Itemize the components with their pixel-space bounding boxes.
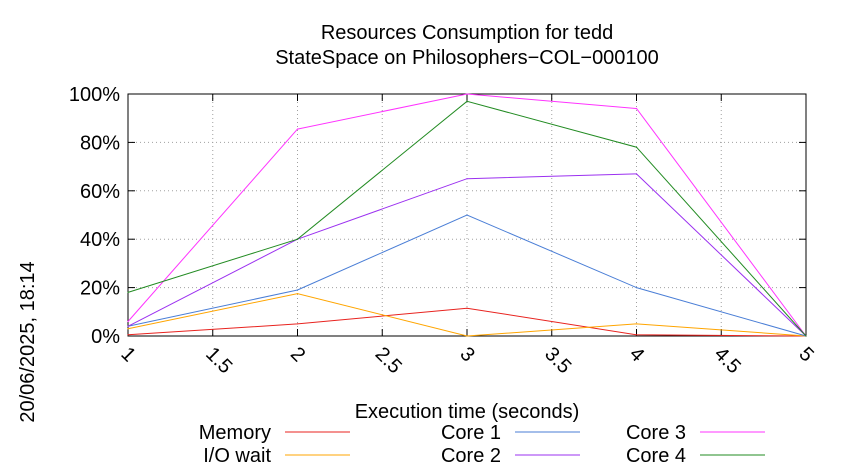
data-point-memory (635, 334, 638, 336)
x-tick-label: 4 (625, 343, 648, 366)
data-point-core-1 (466, 214, 468, 216)
data-point-core-3 (296, 128, 299, 130)
data-point-i-o-wait (466, 335, 468, 337)
x-tick-label: 1.5 (201, 343, 236, 378)
series-line-core-1 (127, 214, 807, 337)
data-point-i-o-wait (127, 328, 129, 330)
axis-ticks: 0%20%40%60%80%100%1 1.5 2 2.5 3 3.5 4 4.5 5 (69, 84, 818, 378)
data-point-core-4 (127, 291, 129, 294)
data-point-core-3 (635, 107, 638, 110)
y-tick-label: 60% (80, 181, 120, 203)
x-tick-label: 5 (794, 343, 817, 366)
data-point-core-3 (127, 320, 129, 323)
legend-label-core-3: Core 3 (626, 422, 686, 444)
data-point-core-4 (296, 238, 299, 240)
data-point-memory (466, 307, 468, 309)
x-tick-label: 4.5 (710, 343, 745, 378)
legend-label-core-1: Core 1 (441, 422, 501, 444)
y-tick-label: 20% (80, 278, 120, 300)
y-tick-label: 100% (69, 84, 120, 106)
data-point-core-1 (296, 289, 299, 291)
data-point-core-3 (466, 93, 468, 95)
data-point-core-4 (635, 146, 638, 148)
x-tick-label: 2 (286, 343, 309, 366)
x-tick-label: 3 (455, 343, 478, 366)
legend-label-core-4: Core 4 (626, 445, 686, 467)
legend-label-core-2: Core 2 (441, 445, 501, 467)
legend-label-memory: Memory (199, 422, 271, 444)
legend-label-i-o-wait: I/O wait (203, 445, 271, 467)
chart-subtitle: StateSpace on Philosophers−COL−000100 (275, 47, 659, 69)
data-point-core-4 (805, 335, 807, 337)
data-point-i-o-wait (296, 293, 299, 295)
y-tick-label: 0% (91, 326, 120, 348)
chart-title: Resources Consumption for tedd (321, 22, 613, 44)
data-point-core-1 (635, 287, 638, 289)
data-point-core-2 (466, 178, 468, 180)
y-tick-label: 40% (80, 229, 120, 251)
data-point-i-o-wait (635, 323, 638, 325)
x-tick-label: 2.5 (371, 343, 406, 378)
data-point-memory (296, 323, 299, 325)
series-lines (127, 93, 807, 337)
x-axis-label: Execution time (seconds) (355, 401, 580, 423)
data-point-core-2 (635, 173, 638, 175)
timestamp: 20/06/2025, 18:14 (17, 261, 39, 422)
data-point-core-2 (127, 325, 129, 327)
x-tick-label: 3.5 (540, 343, 575, 378)
data-point-memory (127, 334, 129, 336)
y-tick-label: 80% (80, 132, 120, 154)
data-point-core-4 (466, 100, 468, 102)
